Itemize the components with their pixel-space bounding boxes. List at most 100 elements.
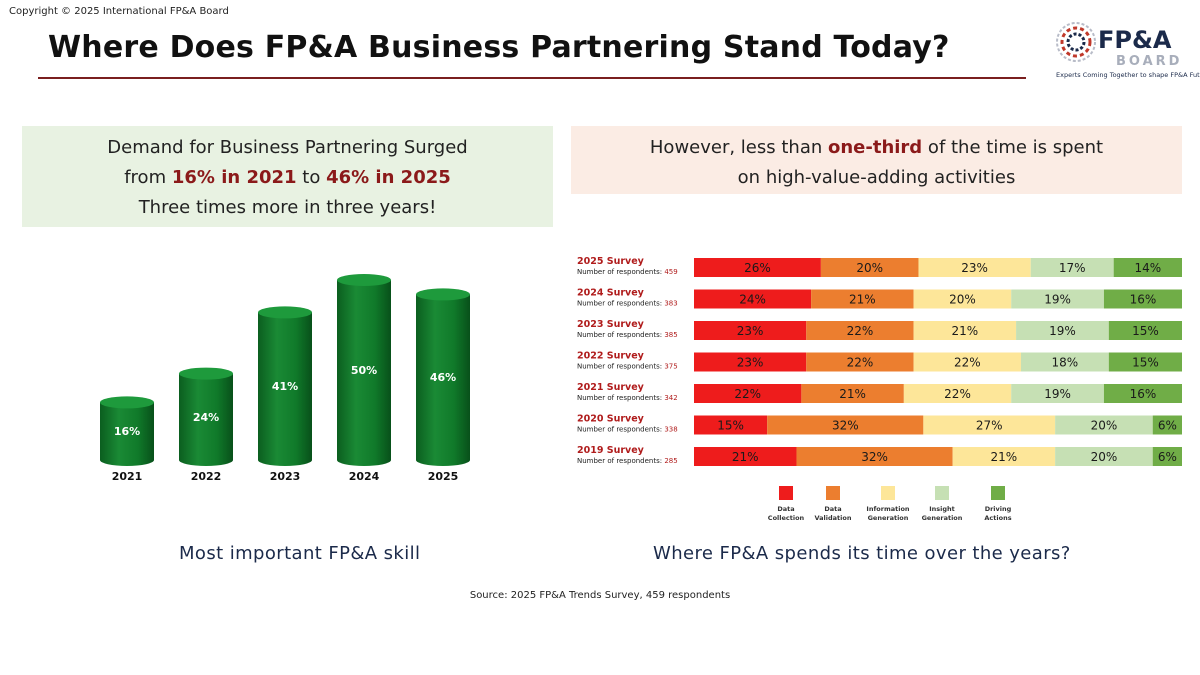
legend-label: Information bbox=[866, 505, 910, 513]
bar-2021 bbox=[100, 402, 154, 466]
segment-data-validation bbox=[767, 415, 924, 435]
time-spent-summary-box: However, less than one-third of the time… bbox=[571, 126, 1182, 194]
demand-line-3: Three times more in three years! bbox=[138, 197, 437, 218]
segment-data-validation bbox=[806, 352, 914, 372]
segment-value-label: 18% bbox=[1052, 356, 1079, 370]
legend-label: Actions bbox=[984, 514, 1011, 522]
x-tick-label: 2022 bbox=[191, 470, 222, 483]
segment-value-label: 19% bbox=[1044, 293, 1071, 307]
bar-2024 bbox=[337, 280, 391, 466]
segment-value-label: 23% bbox=[737, 356, 764, 370]
survey-label: 2020 Survey bbox=[577, 414, 645, 425]
bar-value-label: 46% bbox=[430, 371, 456, 384]
x-tick-label: 2023 bbox=[270, 470, 301, 483]
bar-2023 bbox=[258, 312, 312, 466]
legend-label: Generation bbox=[922, 514, 963, 522]
bar-value-label: 24% bbox=[193, 411, 219, 424]
survey-label: 2025 Survey bbox=[577, 256, 645, 267]
legend-swatch bbox=[881, 486, 895, 500]
segment-data-collection bbox=[694, 352, 807, 372]
segment-value-label: 27% bbox=[976, 419, 1003, 433]
segment-data-validation bbox=[806, 321, 914, 340]
bar-2025 bbox=[416, 294, 470, 466]
segment-value-label: 20% bbox=[1091, 450, 1118, 464]
segment-value-label: 21% bbox=[732, 450, 759, 464]
segment-insight-generation bbox=[1055, 447, 1153, 466]
respondents-label: Number of respondents: 338 bbox=[577, 426, 678, 434]
respondents-label: Number of respondents: 383 bbox=[577, 300, 678, 308]
time-line-1: However, less than one-third of the time… bbox=[571, 133, 1182, 163]
segment-value-label: 15% bbox=[1132, 324, 1159, 338]
legend-swatch bbox=[991, 486, 1005, 500]
segment-value-label: 15% bbox=[1132, 356, 1159, 370]
segment-value-label: 26% bbox=[744, 261, 771, 275]
x-tick-label: 2021 bbox=[112, 470, 143, 483]
segment-information-generation bbox=[923, 415, 1056, 435]
segment-insight-generation bbox=[1011, 384, 1104, 403]
demand-line-2-mid: to bbox=[296, 167, 327, 188]
demand-highlight-2025: 46% in 2025 bbox=[326, 167, 451, 188]
segment-value-label: 20% bbox=[856, 261, 883, 275]
bar-top-2022 bbox=[179, 367, 233, 380]
respondents-label: Number of respondents: 385 bbox=[577, 331, 678, 339]
segment-value-label: 32% bbox=[832, 419, 859, 433]
segment-value-label: 19% bbox=[1044, 387, 1071, 401]
segment-data-collection bbox=[694, 384, 802, 403]
demand-line-2: from 16% in 2021 to 46% in 2025 bbox=[22, 163, 553, 193]
source-note: Source: 2025 FP&A Trends Survey, 459 res… bbox=[469, 590, 731, 601]
x-tick-label: 2025 bbox=[428, 470, 459, 483]
segment-data-collection bbox=[694, 447, 797, 466]
logo-tagline: Experts Coming Together to shape FP&A Fu… bbox=[1056, 71, 1200, 79]
legend-label: Driving bbox=[985, 505, 1012, 513]
segment-data-validation bbox=[811, 289, 914, 309]
legend-label: Insight bbox=[929, 505, 955, 513]
logo-text: FP&A bbox=[1098, 26, 1172, 54]
segment-insight-generation bbox=[1016, 321, 1109, 340]
segment-driving-actions bbox=[1152, 415, 1182, 435]
segment-value-label: 22% bbox=[954, 356, 981, 370]
respondents-label: Number of respondents: 285 bbox=[577, 457, 678, 465]
segment-insight-generation bbox=[1020, 352, 1109, 372]
segment-driving-actions bbox=[1113, 258, 1182, 277]
bar-2022 bbox=[179, 373, 233, 466]
segment-information-generation bbox=[903, 384, 1012, 403]
bar-value-label: 41% bbox=[272, 380, 298, 393]
segment-driving-actions bbox=[1108, 352, 1182, 372]
segment-driving-actions bbox=[1103, 384, 1182, 403]
segment-data-collection bbox=[694, 258, 821, 277]
copyright-notice: Copyright © 2025 International FP&A Boar… bbox=[9, 6, 229, 17]
legend-label: Data bbox=[777, 505, 794, 513]
segment-value-label: 32% bbox=[861, 450, 888, 464]
segment-value-label: 24% bbox=[739, 293, 766, 307]
demand-line-2-pre: from bbox=[124, 167, 172, 188]
time-line-2: on high-value-adding activities bbox=[737, 167, 1016, 188]
segment-driving-actions bbox=[1103, 289, 1182, 309]
legend-swatch bbox=[935, 486, 949, 500]
segment-data-validation bbox=[796, 447, 953, 466]
segment-value-label: 6% bbox=[1158, 419, 1177, 433]
segment-value-label: 21% bbox=[839, 387, 866, 401]
segment-information-generation bbox=[952, 447, 1056, 466]
bar-top-2025 bbox=[416, 288, 470, 301]
x-tick-label: 2024 bbox=[349, 470, 380, 483]
segment-insight-generation bbox=[1055, 415, 1153, 435]
demand-summary-box: Demand for Business Partnering Surged fr… bbox=[22, 126, 553, 227]
legend-label: Data bbox=[824, 505, 841, 513]
skill-cylinder-chart: 16% 2021 24% 2022 41% 2023 50% 2024 46% 2025 bbox=[100, 274, 470, 483]
legend-label: Collection bbox=[768, 514, 805, 522]
segment-information-generation bbox=[918, 258, 1031, 277]
survey-label: 2019 Survey bbox=[577, 445, 645, 456]
survey-label: 2021 Survey bbox=[577, 382, 645, 393]
segment-data-collection bbox=[694, 289, 812, 309]
bar-top-2023 bbox=[258, 306, 312, 319]
survey-label: 2022 Survey bbox=[577, 351, 645, 362]
time-highlight: one-third bbox=[827, 137, 923, 158]
segment-value-label: 19% bbox=[1049, 324, 1076, 338]
legend-label: Validation bbox=[815, 514, 852, 522]
segment-insight-generation bbox=[1011, 289, 1104, 309]
title-divider bbox=[38, 77, 1026, 79]
time-line-1-post: of the time is spent bbox=[922, 137, 1104, 158]
segment-value-label: 21% bbox=[849, 293, 876, 307]
bar-value-label: 50% bbox=[351, 364, 377, 377]
segment-data-validation bbox=[801, 384, 904, 403]
